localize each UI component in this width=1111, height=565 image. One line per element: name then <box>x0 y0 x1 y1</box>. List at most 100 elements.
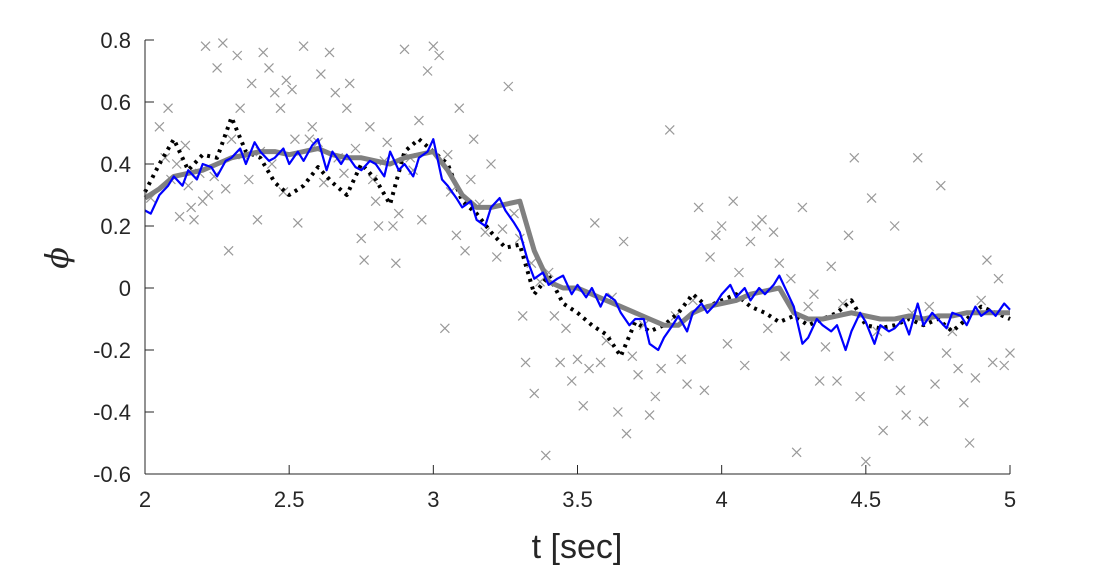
x-marker <box>154 121 165 132</box>
x-marker <box>768 227 779 238</box>
x-marker <box>480 227 491 238</box>
x-marker <box>797 202 808 213</box>
x-marker <box>820 341 831 352</box>
x-marker <box>970 372 981 383</box>
x-marker <box>633 369 643 380</box>
x-marker <box>364 121 375 132</box>
x-marker <box>298 41 309 52</box>
x-marker <box>454 103 465 114</box>
x-marker <box>356 233 367 244</box>
x-marker <box>278 186 289 197</box>
x-marker <box>878 425 889 436</box>
y-axis-label: ϕ <box>38 247 76 269</box>
x-marker <box>217 38 228 49</box>
x-marker <box>993 273 1004 284</box>
x-marker <box>287 84 297 95</box>
x-marker <box>762 323 773 334</box>
x-marker <box>442 149 453 160</box>
x-marker <box>728 196 739 207</box>
x-marker <box>186 202 197 213</box>
x-marker <box>924 301 935 312</box>
x-tick-label: 3.5 <box>562 487 593 512</box>
x-marker <box>370 196 381 207</box>
x-marker <box>428 41 439 52</box>
x-marker <box>987 357 998 368</box>
x-marker <box>895 385 906 396</box>
x-marker <box>930 379 940 390</box>
x-marker <box>243 174 254 185</box>
x-tick-label: 2.5 <box>274 487 305 512</box>
x-marker <box>549 310 560 321</box>
x-marker <box>791 447 802 458</box>
x-marker <box>226 134 237 145</box>
y-tick-label: 0.4 <box>100 152 131 177</box>
x-marker <box>388 221 398 231</box>
y-tick-label: 0.8 <box>100 28 131 53</box>
x-marker <box>160 152 171 163</box>
x-marker <box>422 66 433 76</box>
x-marker <box>517 310 528 321</box>
x-marker <box>803 301 814 312</box>
series-thick-gray <box>143 146 1010 328</box>
axis-ticks: 2 2.5 3 3.5 4 4.5 5 -0.6 -0.4 -0.2 0 0.2 0.4 0.6 0.8 <box>93 28 1016 512</box>
x-marker <box>183 180 194 191</box>
x-marker <box>290 134 300 145</box>
x-marker <box>1005 348 1015 359</box>
y-tick-label: -0.6 <box>93 462 131 487</box>
x-tick-label: 4.5 <box>851 487 882 512</box>
x-tick-label: 2 <box>139 487 151 512</box>
x-marker <box>757 214 767 225</box>
x-marker <box>324 47 335 58</box>
x-marker <box>307 121 318 132</box>
x-marker <box>889 221 900 231</box>
x-marker <box>745 236 756 247</box>
x-marker <box>330 87 341 98</box>
x-marker <box>434 50 445 61</box>
x-tick-label: 4 <box>716 487 728 512</box>
x-marker <box>710 230 721 241</box>
x-marker <box>373 221 384 231</box>
x-marker <box>393 208 404 219</box>
y-tick-label: -0.2 <box>93 338 131 363</box>
x-marker <box>676 354 687 365</box>
series-dotted-black <box>143 115 1011 359</box>
x-marker <box>780 351 791 362</box>
x-marker <box>999 360 1010 371</box>
x-marker <box>252 214 263 225</box>
x-marker <box>486 159 496 169</box>
x-marker <box>682 379 692 390</box>
x-marker <box>814 376 825 386</box>
x-marker <box>566 376 577 386</box>
x-marker <box>964 438 975 448</box>
x-marker <box>258 47 269 58</box>
x-marker <box>982 255 992 266</box>
x-marker <box>413 115 424 126</box>
x-marker <box>163 103 173 114</box>
x-marker <box>540 450 551 461</box>
x-marker <box>275 103 286 114</box>
x-marker <box>941 348 952 359</box>
x-marker <box>644 410 655 421</box>
x-marker <box>722 338 733 349</box>
y-tick-label: 0.2 <box>100 214 131 239</box>
x-marker <box>468 134 479 145</box>
x-marker <box>843 230 854 241</box>
x-marker <box>359 255 370 266</box>
x-marker <box>849 152 860 163</box>
x-marker <box>292 217 303 228</box>
x-marker <box>350 143 361 154</box>
y-tick-label: 0 <box>119 276 131 301</box>
x-marker <box>612 407 623 417</box>
x-marker <box>699 385 710 396</box>
x-marker <box>341 103 352 114</box>
x-marker <box>860 456 871 467</box>
x-marker <box>883 351 894 362</box>
series-solid-blue <box>144 138 1011 352</box>
x-marker <box>578 400 589 411</box>
x-marker <box>785 273 796 284</box>
x-marker <box>232 50 243 61</box>
y-tick-label: 0.6 <box>100 90 131 115</box>
x-marker <box>716 221 727 231</box>
x-marker <box>621 428 632 439</box>
